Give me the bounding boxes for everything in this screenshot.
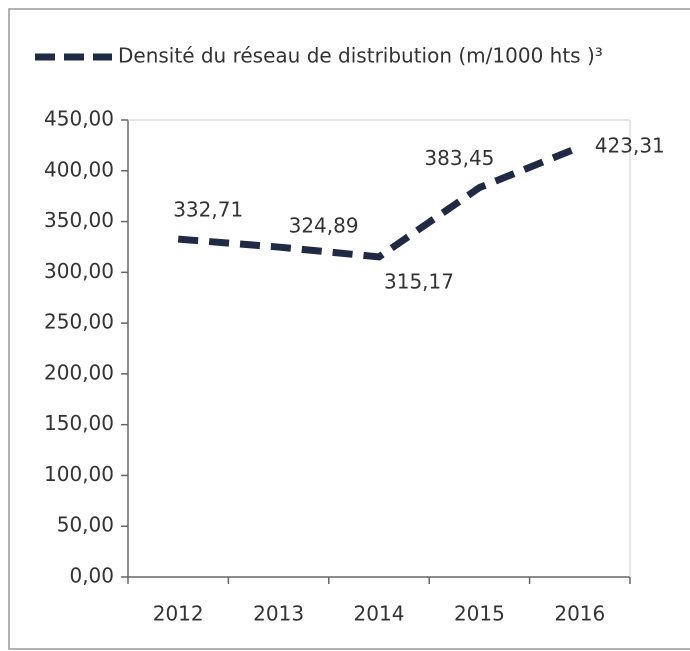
y-tick-label: 450,00 bbox=[44, 107, 114, 131]
x-tick-label: 2014 bbox=[354, 602, 405, 626]
y-tick-label: 100,00 bbox=[44, 462, 114, 486]
y-tick-label: 350,00 bbox=[44, 208, 114, 232]
y-tick-label: 300,00 bbox=[44, 259, 114, 283]
data-label: 315,17 bbox=[384, 269, 454, 293]
chart-frame bbox=[8, 8, 690, 650]
y-tick-label: 50,00 bbox=[57, 513, 114, 537]
x-tick-label: 2013 bbox=[253, 602, 304, 626]
x-tick-label: 2012 bbox=[153, 602, 204, 626]
y-tick-label: 150,00 bbox=[44, 411, 114, 435]
y-tick-label: 400,00 bbox=[44, 157, 114, 181]
data-label: 423,31 bbox=[595, 134, 665, 158]
data-line bbox=[177, 143, 582, 261]
legend-label: Densité du réseau de distribution (m/100… bbox=[118, 44, 603, 68]
data-label: 383,45 bbox=[424, 146, 494, 170]
data-label: 332,71 bbox=[173, 198, 243, 222]
y-tick-label: 0,00 bbox=[69, 564, 114, 588]
x-tick-label: 2016 bbox=[554, 602, 605, 626]
x-tick-label: 2015 bbox=[454, 602, 505, 626]
data-label: 324,89 bbox=[289, 214, 359, 238]
y-tick-label: 200,00 bbox=[44, 360, 114, 384]
y-tick-label: 250,00 bbox=[44, 310, 114, 334]
